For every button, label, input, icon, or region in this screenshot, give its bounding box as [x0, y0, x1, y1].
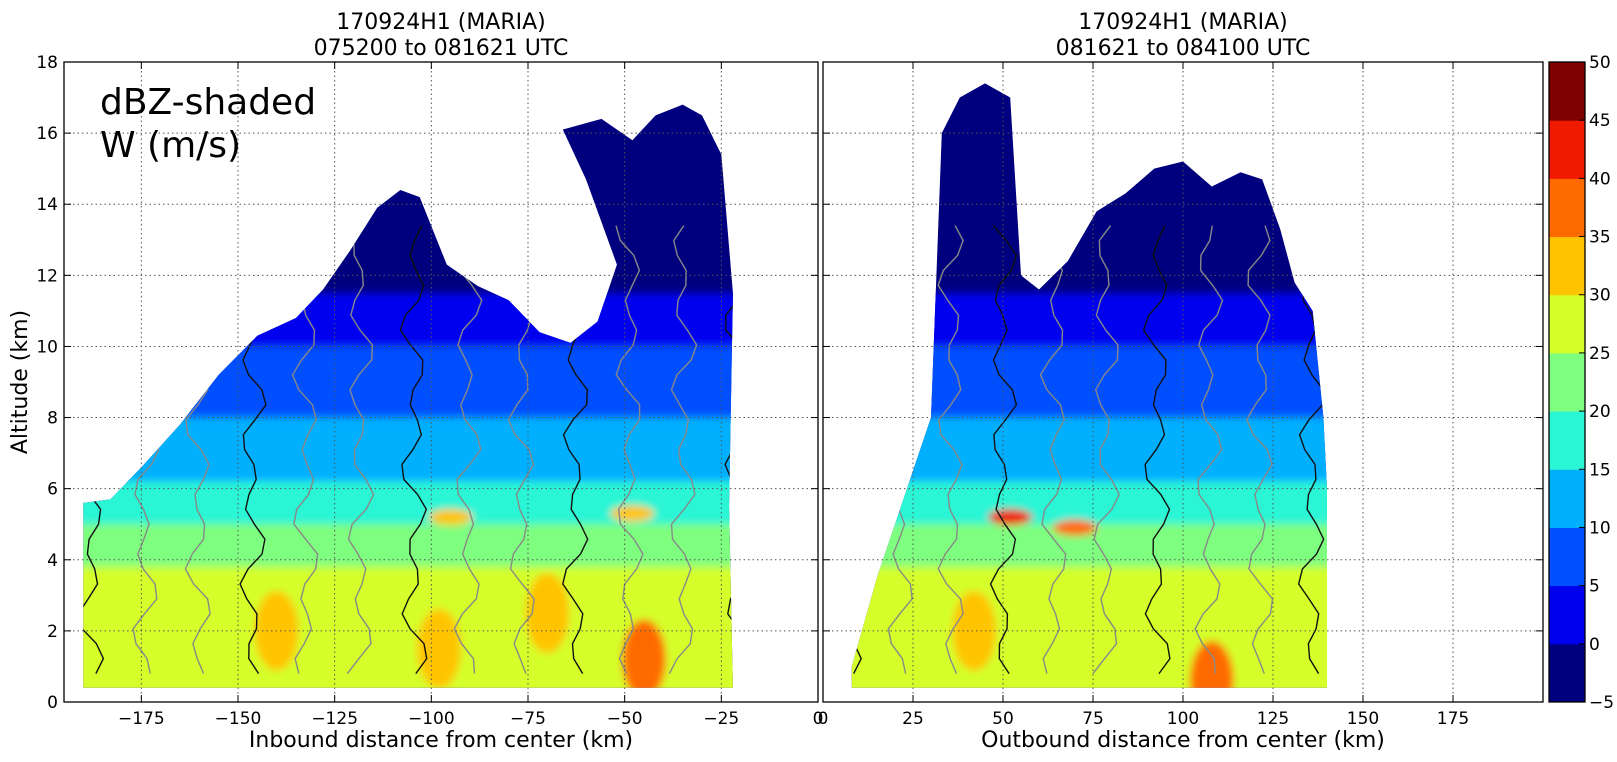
- left-w-contour-13: [778, 226, 805, 674]
- colorbar-segment: [1549, 120, 1585, 179]
- right-xtick-label: 75: [1082, 709, 1104, 729]
- colorbar-segment: [1549, 294, 1585, 354]
- colorbar-tick-label: 35: [1589, 228, 1611, 248]
- right-band-5: [851, 566, 1327, 688]
- left-ytick-label: 8: [47, 409, 58, 429]
- right-title: 170924H1 (MARIA): [1078, 10, 1288, 35]
- left-core-1: [428, 509, 473, 526]
- right-w-contour-0: [851, 225, 862, 674]
- colorbar-segment: [1549, 527, 1585, 587]
- colorbar-tick-label: −5: [1589, 693, 1614, 713]
- left-w-contour-10: [615, 225, 644, 674]
- right-w-contour-11: [1400, 226, 1427, 674]
- colorbar-tick-label: 25: [1589, 344, 1611, 364]
- colorbar-tick-label: 5: [1589, 577, 1600, 597]
- right-xtick-label: 50: [992, 709, 1014, 729]
- right-xtick-label: 150: [1347, 709, 1379, 729]
- colorbar-segment: [1549, 352, 1585, 412]
- right-w-contour-6: [1142, 225, 1171, 675]
- colorbar-segment: [1549, 585, 1585, 645]
- right-core-0: [988, 509, 1033, 526]
- right-xtick-label: 175: [1437, 709, 1469, 729]
- left-core-3: [622, 619, 666, 688]
- left-ytick-label: 18: [36, 53, 58, 73]
- colorbar-tick-label: 40: [1589, 169, 1611, 189]
- colorbar-tick-label: 20: [1589, 402, 1611, 422]
- left-xtick-label: −150: [215, 709, 262, 729]
- right-core-1: [1053, 519, 1097, 536]
- right-w-contour-13: [1504, 226, 1531, 674]
- colorbar-segment: [1549, 469, 1585, 528]
- left-w-contour-7: [453, 225, 483, 674]
- annotation-line-2: W (m/s): [100, 125, 241, 166]
- right-xlabel: Outbound distance from center (km): [981, 728, 1385, 753]
- colorbar-tick-label: 45: [1589, 111, 1611, 131]
- left-ytick-label: 16: [36, 124, 58, 144]
- colorbar-tick-label: 0: [1589, 635, 1600, 655]
- left-w-contour-12: [724, 225, 733, 675]
- right-w-contour-7: [1194, 225, 1224, 674]
- colorbar: −5 0 5 10 15 20 25 30 35 40 45 50: [1548, 53, 1614, 713]
- left-xtick-label: 0: [813, 709, 824, 729]
- right-xtick-label: 0: [818, 709, 829, 729]
- left-reflectivity-field: [83, 104, 733, 688]
- right-ticks: 0 25 50 75 100 125 150 175: [818, 61, 1543, 729]
- colorbar-segment: [1549, 178, 1585, 238]
- left-ticks: −175 −150 −125 −100 −75 −50 −25 0 0 2 4 6 8 10 12 14 16 1…: [36, 53, 823, 729]
- right-core-3: [1189, 640, 1234, 688]
- left-w-contour-6: [399, 225, 428, 675]
- left-xtick-label: −175: [118, 709, 165, 729]
- left-subtitle: 075200 to 081621 UTC: [314, 36, 569, 61]
- left-ytick-label: 0: [47, 693, 58, 713]
- right-panel: 0 25 50 75 100 125 150 175 170924H1 (MARIA) 081…: [818, 10, 1544, 753]
- left-ytick-label: 14: [36, 195, 58, 215]
- right-w-contour-9: [1297, 225, 1327, 674]
- right-w-contour-12: [1454, 226, 1479, 674]
- left-ytick-label: 10: [36, 337, 58, 357]
- left-ytick-label: 6: [47, 480, 58, 500]
- left-xlabel: Inbound distance from center (km): [249, 728, 633, 753]
- right-w-contour-5: [1092, 225, 1120, 675]
- left-core-4: [417, 608, 462, 688]
- left-xtick-label: −75: [510, 709, 546, 729]
- right-subtitle: 081621 to 084100 UTC: [1056, 36, 1311, 61]
- left-xtick-label: −25: [703, 709, 739, 729]
- right-grid: [823, 62, 1543, 702]
- colorbar-tick-label: 30: [1589, 286, 1611, 306]
- left-frame: [63, 61, 819, 703]
- right-w-contour-4: [1039, 225, 1067, 674]
- left-ytick-label: 2: [47, 622, 58, 642]
- left-core-2: [610, 505, 655, 522]
- colorbar-tick-label: 10: [1589, 518, 1611, 538]
- colorbar-segment: [1549, 411, 1585, 470]
- ylabel: Altitude (km): [8, 310, 33, 454]
- right-w-contour-3: [989, 225, 1018, 674]
- left-w-contour-11: [668, 225, 698, 674]
- left-plot-area: [83, 104, 805, 688]
- left-core-5: [525, 573, 570, 654]
- left-ytick-label: 12: [36, 266, 58, 286]
- left-ytick-label: 4: [47, 551, 58, 571]
- right-xtick-label: 25: [902, 709, 924, 729]
- left-grid: [64, 62, 818, 702]
- left-xtick-label: −100: [408, 709, 455, 729]
- left-w-contour-5: [346, 225, 375, 675]
- left-xtick-label: −50: [607, 709, 643, 729]
- colorbar-segment: [1549, 643, 1585, 703]
- colorbar-tick-label: 15: [1589, 460, 1611, 480]
- left-reflectivity-bands: [83, 293, 733, 688]
- right-w-contour-2: [937, 225, 964, 674]
- left-xtick-label: −125: [311, 709, 358, 729]
- colorbar-segment: [1549, 62, 1585, 121]
- colorbar-segment: [1549, 236, 1585, 296]
- colorbar-frame: [1548, 61, 1586, 703]
- colorbar-tick-label: 50: [1589, 53, 1611, 73]
- left-title: 170924H1 (MARIA): [336, 10, 546, 35]
- left-panel: −175 −150 −125 −100 −75 −50 −25 0 0 2 4 6 8 10 12 14 16 1…: [8, 10, 823, 753]
- right-xtick-label: 100: [1167, 709, 1199, 729]
- right-xtick-label: 125: [1257, 709, 1289, 729]
- annotation-line-1: dBZ-shaded: [100, 82, 316, 123]
